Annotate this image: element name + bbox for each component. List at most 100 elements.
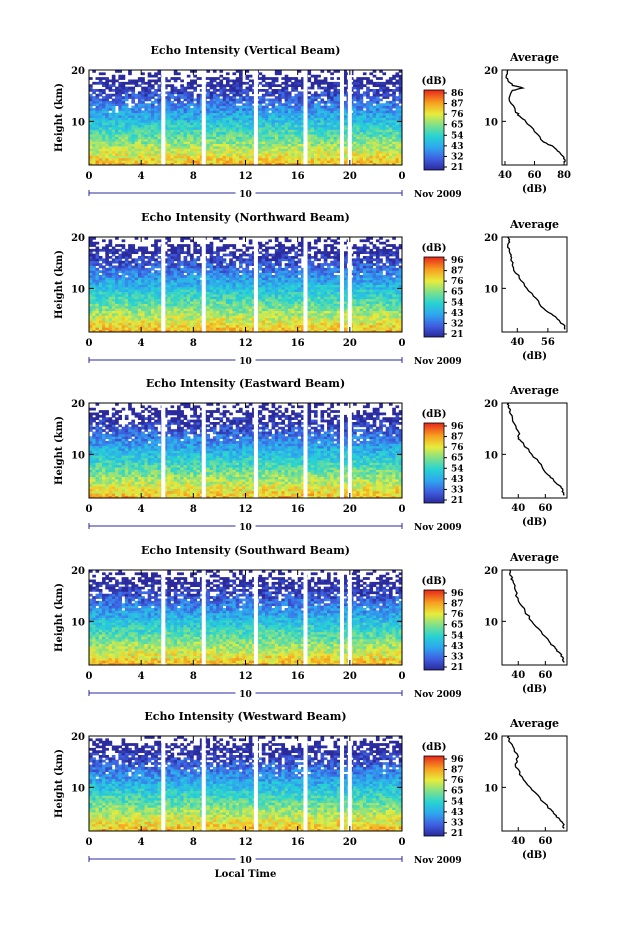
heatmap-cell — [216, 124, 220, 128]
heatmap-cell — [157, 84, 162, 88]
heatmap-cell — [225, 301, 230, 304]
heatmap-cell — [216, 146, 220, 149]
heatmap-cell — [124, 96, 129, 99]
heatmap-cell — [261, 89, 266, 92]
heatmap-cell — [163, 296, 168, 300]
heatmap-cell — [245, 138, 250, 142]
heatmap-cell — [353, 148, 357, 152]
heatmap-cell — [199, 148, 204, 152]
heatmap-cell — [89, 237, 93, 240]
heatmap-cell — [356, 131, 361, 135]
heatmap-cell — [281, 155, 286, 159]
heatmap-cell — [294, 148, 299, 152]
heatmap-cell — [167, 115, 171, 118]
heatmap-cell — [196, 93, 201, 97]
heatmap-cell — [108, 279, 113, 283]
heatmap-cell — [395, 96, 400, 99]
heatmap-cell — [128, 289, 132, 293]
heatmap-cell — [111, 260, 116, 264]
heatmap-cell — [190, 253, 194, 257]
heatmap-cell — [89, 305, 93, 309]
heatmap-cell — [222, 237, 227, 240]
heatmap-cell — [372, 122, 377, 126]
colorbar-label: 21 — [451, 163, 464, 173]
heatmap-cell — [199, 294, 204, 297]
heatmap-cell — [183, 320, 188, 323]
heatmap-cell — [111, 74, 116, 78]
heatmap-cell — [313, 122, 318, 126]
heatmap-cell — [128, 284, 132, 288]
heatmap-cell — [170, 277, 175, 281]
heatmap-cell — [137, 248, 142, 252]
heatmap-cell — [186, 117, 191, 121]
heatmap-cell — [108, 96, 113, 99]
heatmap-cell — [128, 86, 132, 90]
heatmap-cell — [163, 117, 168, 121]
heatmap-cell — [183, 160, 188, 164]
heatmap-cell — [395, 105, 400, 109]
heatmap-cell — [92, 157, 96, 161]
heatmap-cell — [261, 146, 266, 149]
heatmap-cell — [310, 112, 315, 116]
heatmap-cell — [333, 96, 338, 99]
heatmap-cell — [95, 241, 100, 245]
heatmap-cell — [235, 138, 240, 142]
heatmap-cell — [177, 105, 181, 109]
heatmap-cell — [173, 248, 178, 252]
heatmap-cell — [128, 329, 132, 333]
heatmap-cell — [225, 327, 230, 331]
heatmap-cell — [382, 105, 387, 109]
heatmap-cell — [356, 110, 361, 114]
heatmap-cell — [118, 329, 122, 333]
heatmap-cell — [317, 157, 321, 161]
heatmap-cell — [154, 127, 158, 130]
heatmap-cell — [222, 291, 227, 295]
heatmap-cell — [124, 251, 129, 255]
heatmap-cell — [225, 320, 230, 323]
heatmap-cell — [323, 131, 328, 135]
heatmap-cell — [284, 155, 289, 159]
heatmap-cell — [379, 86, 383, 90]
heatmap-cell — [310, 160, 315, 164]
heatmap-cell — [137, 270, 142, 274]
heatmap-cell — [128, 157, 132, 161]
heatmap-cell — [366, 105, 370, 109]
heatmap-cell — [366, 91, 370, 95]
heatmap-cell — [170, 160, 175, 164]
heatmap-cell — [212, 162, 217, 166]
heatmap-cell — [154, 270, 158, 274]
heatmap-cell — [327, 122, 331, 126]
heatmap-cell — [222, 296, 227, 300]
x-tick-label: 12 — [239, 171, 253, 182]
heatmap-cell — [199, 150, 204, 154]
heatmap-cell — [359, 100, 364, 104]
heatmap-cell — [212, 279, 217, 283]
heatmap-cell — [395, 117, 400, 121]
heatmap-cell — [245, 117, 250, 121]
heatmap-cell — [102, 301, 106, 304]
heatmap-cell — [147, 150, 152, 154]
heatmap-cell — [89, 124, 93, 128]
heatmap-cell — [128, 267, 132, 271]
heatmap-cell — [124, 117, 129, 121]
heatmap-cell — [209, 86, 214, 90]
heatmap-cell — [252, 91, 256, 95]
heatmap-cell — [150, 305, 155, 309]
heatmap-cell — [167, 96, 171, 99]
heatmap-cell — [141, 310, 145, 314]
heatmap-cell — [385, 124, 390, 128]
heatmap-cell — [216, 317, 220, 321]
heatmap-cell — [216, 248, 220, 252]
heatmap-cell — [95, 313, 100, 316]
heatmap-cell — [183, 263, 188, 266]
colorbar-label: 65 — [451, 121, 464, 131]
heatmap-cell — [206, 327, 211, 331]
heatmap-cell — [167, 275, 171, 278]
heatmap-cell — [222, 127, 227, 130]
heatmap-cell — [167, 329, 171, 333]
heatmap-cell — [225, 246, 230, 250]
heatmap-cell — [307, 127, 312, 130]
heatmap-cell — [238, 141, 243, 145]
heatmap-cell — [313, 127, 318, 130]
heatmap-cell — [144, 160, 149, 164]
